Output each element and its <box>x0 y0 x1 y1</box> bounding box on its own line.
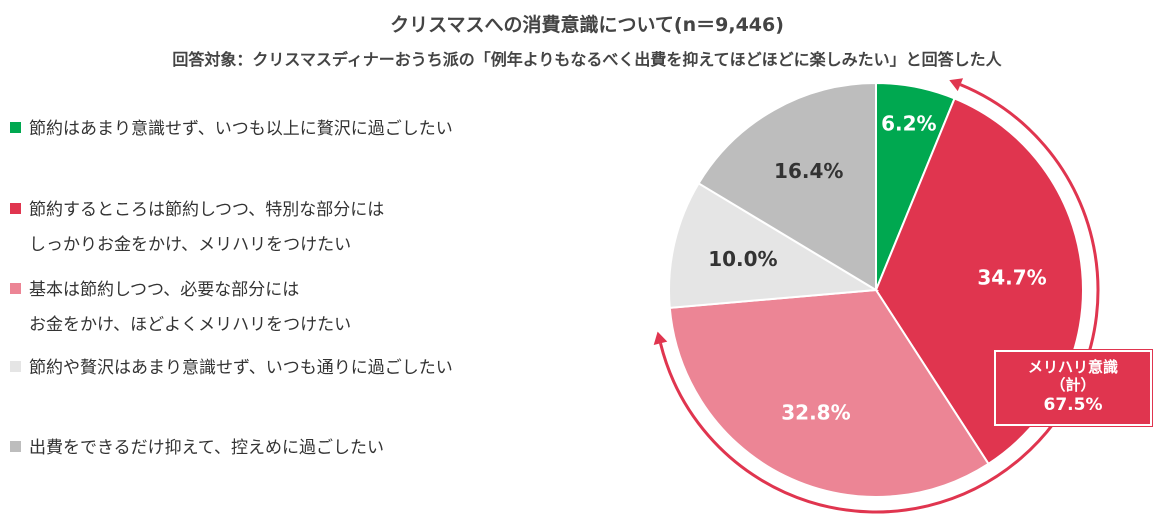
arrowhead <box>653 331 668 345</box>
annotation-line: 67.5% <box>1043 395 1103 415</box>
legend-swatch <box>10 122 21 133</box>
arrowhead <box>949 78 964 92</box>
legend-label: しっかりお金をかけ、メリハリをつけたい <box>29 235 352 255</box>
legend-label: 節約するところは節約しつつ、特別な部分には <box>29 200 385 220</box>
legend-item: 節約はあまり意識せず、いつも以上に贅沢に過ごしたい <box>10 112 453 147</box>
chart-subtitle: 回答対象：クリスマスディナーおうち派の「例年よりもなるべく出費を抑えてほどほどに… <box>172 50 1002 69</box>
legend-swatch <box>10 203 21 214</box>
data-label: 16.4% <box>774 159 843 183</box>
annotation-box: メリハリ意識 （計） 67.5% <box>993 349 1153 427</box>
legend-swatch <box>10 441 21 452</box>
legend-label: 出費をできるだけ抑えて、控えめに過ごしたい <box>29 438 384 458</box>
data-label: 34.7% <box>977 265 1046 289</box>
chart-title: クリスマスへの消費意識について(n＝9,446) <box>390 14 784 36</box>
legend-item: 出費をできるだけ抑えて、控えめに過ごしたい <box>10 431 384 466</box>
pie-slice <box>668 181 880 309</box>
legend-item: 基本は節約しつつ、必要な部分にはお金をかけ、ほどよくメリハリをつけたい <box>10 273 351 343</box>
legend-item: 節約や贅沢はあまり意識せず、いつも通りに過ごしたい <box>10 351 453 386</box>
legend-label: お金をかけ、ほどよくメリハリをつけたい <box>29 315 352 335</box>
legend-label: 節約はあまり意識せず、いつも以上に贅沢に過ごしたい <box>29 119 453 139</box>
legend-item: 節約するところは節約しつつ、特別な部分には しっかりお金をかけ、メリハリをつけたい <box>10 193 384 263</box>
data-label: 6.2% <box>881 111 936 135</box>
legend-swatch <box>10 361 21 372</box>
legend-swatch <box>10 283 21 294</box>
annotation-line: メリハリ意識 <box>1027 358 1118 376</box>
pie-slice <box>697 81 877 292</box>
bracket-arc <box>659 83 1100 514</box>
data-label: 32.8% <box>781 401 850 425</box>
pie-slice <box>668 288 990 498</box>
data-label: 10.0% <box>708 247 777 271</box>
annotation-line: （計） <box>1050 376 1096 394</box>
legend-label: 節約や贅沢はあまり意識せず、いつも通りに過ごしたい <box>29 358 453 378</box>
legend-label: 基本は節約しつつ、必要な部分には <box>29 280 300 300</box>
